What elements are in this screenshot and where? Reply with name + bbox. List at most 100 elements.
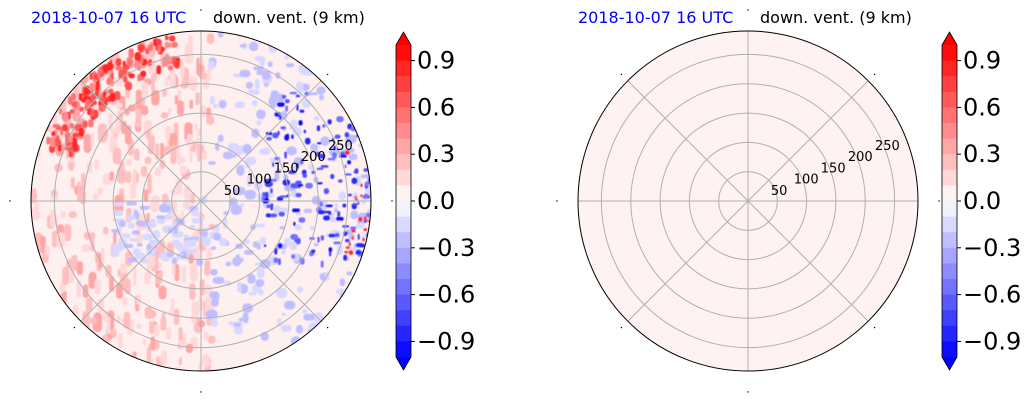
left-field-patch [295, 94, 301, 98]
left-field-patch [154, 324, 160, 337]
left-colorbar-tick-label-3: 0.0 [417, 187, 455, 215]
left-field-patch [72, 132, 79, 138]
left-outer-tick-135 [73, 73, 76, 76]
right-colorbar-tick-label-0: 0.9 [963, 47, 1001, 75]
left-field-patch [86, 348, 96, 363]
left-field-patch [256, 267, 265, 279]
left-field-patch [256, 243, 261, 250]
left-field-patch [153, 38, 158, 47]
left-field-patch [268, 33, 279, 39]
left-field-patch [304, 91, 310, 97]
left-field-patch [151, 230, 161, 240]
left-field-patch [117, 226, 122, 236]
left-field-patch [290, 234, 299, 240]
left-field-patch [38, 350, 43, 357]
left-field-patch [369, 139, 371, 145]
left-field-patch [210, 269, 218, 276]
left-field-patch [109, 275, 114, 292]
left-field-patch [77, 62, 82, 70]
left-field-patch [92, 56, 99, 64]
left-field-patch [351, 336, 363, 347]
left-field-patch [177, 242, 183, 250]
left-field-patch [211, 246, 217, 250]
left-field-patch [296, 163, 299, 169]
left-field-patch [147, 44, 154, 51]
left-field-patch [286, 63, 295, 68]
left-field-patch [266, 204, 273, 208]
left-field-patch [89, 82, 96, 92]
left-field-patch [370, 136, 371, 140]
left-field-patch [362, 237, 365, 242]
left-grid-spoke-45 [200, 80, 322, 202]
left-field-patch [323, 215, 331, 221]
left-field-patch [94, 279, 101, 295]
left-field-patch [222, 151, 234, 160]
left-field-patch [272, 178, 277, 182]
left-field-patch [363, 283, 371, 291]
left-field-patch [134, 148, 140, 161]
left-outer-tick-90 [200, 9, 202, 11]
left-field-patch [121, 361, 127, 371]
left-field-patch [189, 76, 198, 91]
left-field-patch [79, 106, 85, 112]
left-field-patch [312, 38, 320, 47]
left-field-patch [230, 204, 243, 215]
right-outer-tick-180 [556, 200, 558, 202]
left-field-patch [77, 69, 85, 81]
left-field-patch [125, 35, 129, 47]
left-colorbar-tick-label-6: −0.9 [417, 327, 475, 355]
left-field-patch [115, 243, 125, 251]
left-field-patch [303, 313, 315, 321]
left-field-patch [201, 236, 211, 247]
left-field-patch [140, 105, 149, 116]
left-field-patch [349, 308, 357, 317]
left-field-patch [291, 254, 296, 259]
left-grid [31, 31, 371, 371]
left-field-patch [189, 263, 198, 282]
left-field-patch [238, 317, 243, 322]
left-field-patch [137, 74, 141, 82]
left-field-patch [111, 126, 115, 143]
left-field-patch [363, 145, 371, 151]
left-field-patch [320, 165, 329, 168]
left-field-patch [248, 41, 259, 52]
left-field-patch [55, 41, 64, 61]
left-field-patch [335, 217, 344, 221]
left-field-patch [370, 88, 371, 94]
left-field-patch [37, 327, 42, 341]
left-field-patch [160, 147, 165, 154]
left-field-patch [369, 241, 371, 245]
left-field-patch [298, 217, 306, 223]
left-field-patch [246, 175, 252, 187]
left-field-patch [62, 70, 69, 83]
left-field-patch [44, 76, 53, 87]
left-field-patch [340, 55, 351, 61]
left-field-patch [133, 351, 137, 367]
left-field-patch [173, 60, 181, 69]
right-outer-tick-135 [620, 73, 623, 76]
right-colorbar-tick-label-4: −0.3 [963, 234, 1021, 262]
left-colorbar-level-6 [396, 138, 411, 155]
left-field-patch [101, 248, 105, 265]
left-rtick-label-200: 200 [301, 150, 326, 165]
left-field-patch [71, 254, 78, 271]
left-field-patch [253, 180, 263, 191]
left-field-patch [282, 179, 291, 186]
left-field-patch [247, 273, 256, 284]
left-field-patch [160, 350, 168, 366]
left-field-patch [127, 222, 135, 229]
left-field-patch [291, 134, 294, 139]
left-field-patch [114, 76, 123, 87]
left-field-patch [139, 205, 150, 210]
left-field-patch [350, 226, 357, 230]
left-field-patch [77, 36, 83, 44]
left-field-patch [122, 75, 128, 83]
left-field-patch [97, 187, 104, 195]
left-colorbar-level-2 [396, 76, 411, 93]
left-field-patch [41, 43, 50, 52]
left-field-patch [82, 340, 91, 356]
left-field-patch [203, 331, 209, 341]
left-field-patch [104, 97, 108, 106]
left-field-patch [104, 352, 113, 369]
left-field-patch [129, 183, 136, 199]
